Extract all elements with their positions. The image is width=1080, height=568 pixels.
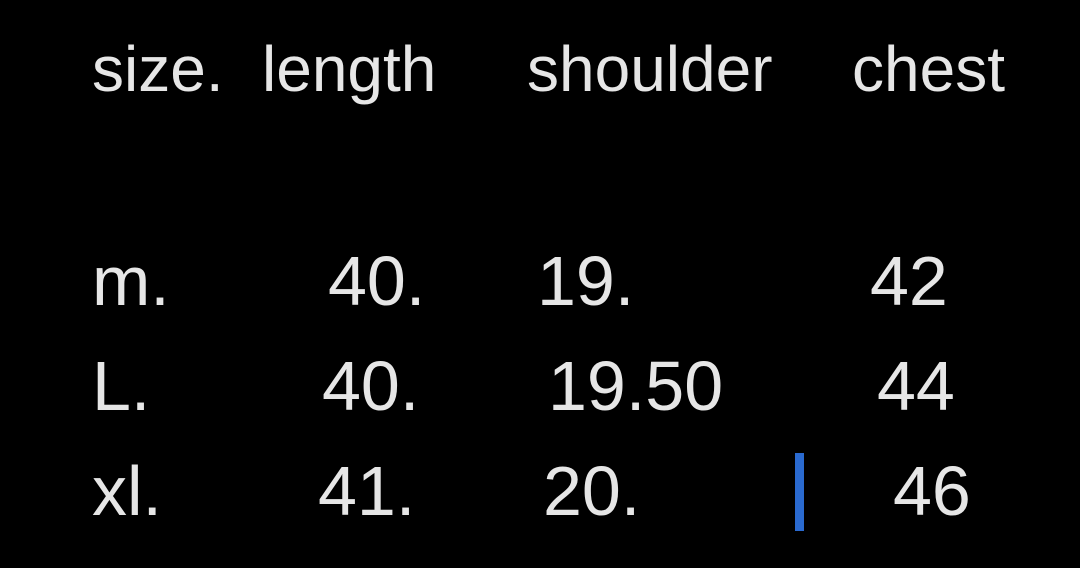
length-cell: 41.	[318, 452, 416, 530]
text-cursor	[795, 453, 804, 531]
chest-cell: 46	[893, 452, 971, 530]
header-size: size.	[92, 33, 224, 105]
shoulder-cell: 19.	[537, 242, 635, 320]
header-length: length	[262, 33, 437, 105]
size-cell: L.	[92, 347, 151, 425]
length-cell: 40.	[328, 242, 426, 320]
shoulder-cell: 19.50	[548, 347, 724, 425]
size-cell: xl.	[92, 452, 162, 530]
size-cell: m.	[92, 242, 170, 320]
header-shoulder: shoulder	[527, 33, 773, 105]
chest-cell: 44	[877, 347, 955, 425]
header-chest: chest	[852, 33, 1005, 105]
shoulder-cell: 20.	[543, 452, 641, 530]
length-cell: 40.	[322, 347, 420, 425]
chest-cell: 42	[870, 242, 948, 320]
